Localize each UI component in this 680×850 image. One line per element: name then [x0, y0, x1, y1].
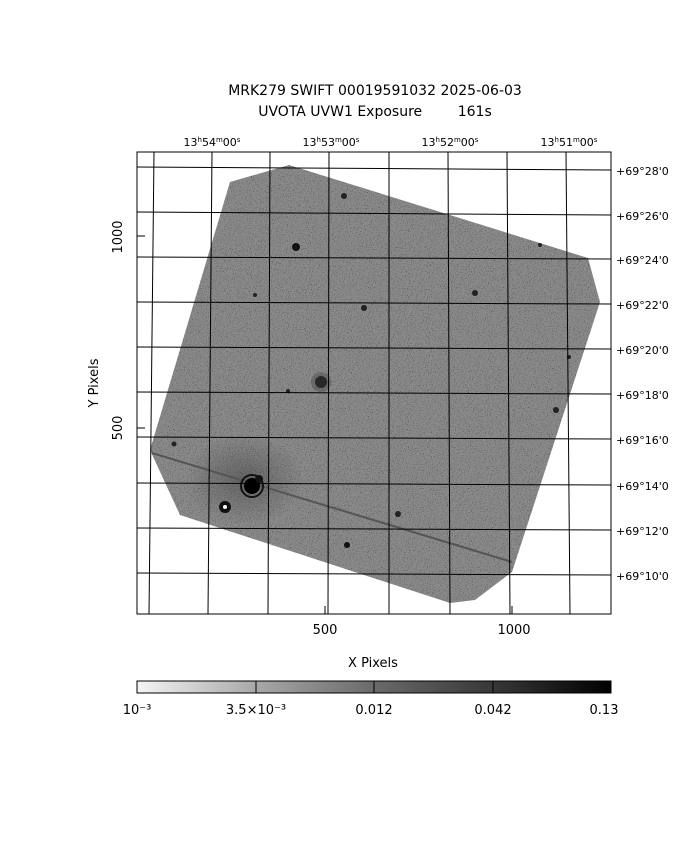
- dec-tick-label: +69°28'0: [616, 165, 669, 178]
- ra-gridline: [148, 151, 155, 615]
- source: [286, 389, 290, 393]
- dec-tick-label: +69°24'0: [616, 254, 669, 267]
- dec-gridline: [136, 436, 612, 440]
- source-core: [223, 505, 227, 509]
- colorbar-label: 0.012: [355, 703, 392, 718]
- dec-tick-label: +69°16'0: [616, 434, 669, 447]
- colorbar-ticks: [255, 681, 494, 693]
- dec-tick-label: +69°12'0: [616, 525, 669, 538]
- colorbar-label: 0.042: [474, 703, 511, 718]
- y-tick-label: 500: [111, 416, 126, 441]
- dec-tick-label: +69°14'0: [616, 480, 669, 493]
- source: [341, 193, 347, 199]
- dec-gridline: [136, 211, 612, 216]
- source: [171, 441, 177, 447]
- source: [344, 542, 350, 548]
- dec-gridline: [136, 301, 612, 305]
- sources: [171, 193, 571, 548]
- bright-source-halo: [185, 435, 305, 525]
- x-tick-label: 500: [313, 623, 338, 638]
- colorbar-label: 0.13: [590, 703, 619, 718]
- y-axis-label: Y Pixels: [87, 358, 102, 408]
- plot-title-line1: MRK279 SWIFT 00019591032 2025-06-03: [228, 83, 522, 99]
- source: [292, 243, 300, 251]
- source: [361, 305, 367, 311]
- target-source-halo: [311, 372, 331, 392]
- target-source: [315, 376, 327, 388]
- x-tick-label: 1000: [497, 623, 530, 638]
- source: [538, 243, 542, 247]
- dec-tick-label: +69°18'0: [616, 389, 669, 402]
- dec-gridline: [136, 256, 612, 260]
- readout-streak: [151, 452, 513, 563]
- dec-tick-label: +69°26'0: [616, 210, 669, 223]
- dec-tick-label: +69°10'0: [616, 570, 669, 583]
- ra-gridline: [565, 151, 571, 615]
- bright-source-ring: [240, 474, 264, 498]
- plot-title-line2: UVOTA UVW1 Exposure 161s: [258, 104, 492, 120]
- source: [472, 290, 478, 296]
- source: [553, 407, 559, 413]
- dec-gridline: [136, 572, 612, 576]
- bright-source-knot: [255, 475, 263, 483]
- ra-gridline: [207, 151, 213, 615]
- bright-source: [244, 478, 260, 494]
- dec-tick-label: +69°22'0: [616, 299, 669, 312]
- ra-tick-label: 13h51m00s: [541, 136, 598, 149]
- colorbar-label: 10⁻³: [123, 703, 152, 718]
- source: [395, 511, 401, 517]
- ra-gridline: [327, 151, 330, 615]
- ra-tick-label: 13h52m00s: [422, 136, 479, 149]
- plot-frame: [136, 151, 612, 615]
- ra-tick-label: 13h53m00s: [303, 136, 360, 149]
- colorbar-label: 3.5×10⁻³: [226, 703, 286, 718]
- ra-tick-label: 13h54m00s: [184, 136, 241, 149]
- y-tick-label: 1000: [111, 220, 126, 253]
- ra-gridline: [447, 151, 451, 615]
- dec-gridline: [136, 346, 612, 350]
- axis-ticks: [137, 235, 513, 614]
- dec-tick-label: +69°20'0: [616, 344, 669, 357]
- dec-gridline: [136, 166, 612, 171]
- dec-gridline: [136, 391, 612, 395]
- exposure-region: [150, 165, 600, 603]
- coordinate-grid: [136, 151, 612, 615]
- x-axis-label: X Pixels: [348, 656, 398, 671]
- dec-gridline: [136, 527, 612, 531]
- source: [253, 293, 257, 297]
- ra-gridline: [506, 151, 511, 615]
- ra-gridline: [267, 151, 271, 615]
- dec-gridline: [136, 482, 612, 486]
